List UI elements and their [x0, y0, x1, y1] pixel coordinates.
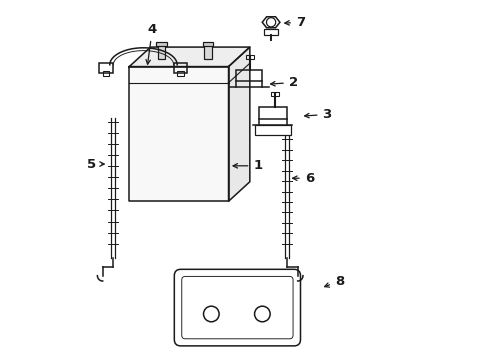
Text: 3: 3 [304, 108, 331, 121]
Text: 1: 1 [233, 159, 262, 172]
Text: 4: 4 [146, 23, 157, 64]
Bar [177, 71, 183, 76]
Text: 8: 8 [324, 275, 344, 288]
Bar [258, 107, 286, 119]
Text: 5: 5 [86, 158, 104, 171]
Bar [264, 29, 278, 35]
Text: 7: 7 [284, 16, 305, 29]
Text: 2: 2 [270, 76, 297, 89]
Bar [246, 55, 254, 59]
Bar [173, 63, 187, 73]
Bar [102, 71, 109, 76]
Bar [270, 93, 278, 96]
Text: 6: 6 [292, 172, 313, 185]
Bar [157, 45, 165, 59]
Polygon shape [129, 47, 249, 67]
Bar [156, 42, 166, 46]
Bar [203, 42, 213, 46]
Polygon shape [228, 47, 249, 201]
Bar [204, 45, 212, 59]
Bar [235, 70, 262, 81]
Polygon shape [129, 67, 228, 201]
Bar [255, 125, 290, 135]
Bar [99, 63, 112, 73]
